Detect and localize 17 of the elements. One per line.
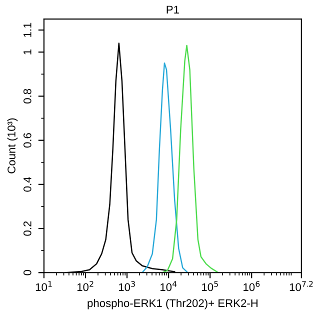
x-tick-label: 10$^{6}$ [244,280,260,292]
y-axis-title: Count (10³) [7,118,18,174]
y-tick-label: 1.1 [24,22,32,37]
x-axis-title: phospho-ERK1 (Thr202)+ ERK2-H [88,298,258,310]
chart-title: P1 [166,6,179,14]
y-tick-label: 1 [24,50,32,54]
x-tick-label: 10$^{4}$ [160,281,177,292]
x-tick-label: 10$^{5}$ [202,281,218,292]
x-tick-label: 10$^{3}$ [118,280,135,292]
y-tick-label: 0.6 [23,133,32,148]
y-tick-label: 0.8 [23,88,32,104]
x-tick-label: 10$^{2}$ [77,280,94,292]
x-tick-label: 10$^{7.2}$ [290,280,313,292]
x-tick-label: 10$^{1}$ [36,281,52,292]
y-tick-label: 0.2 [23,221,32,236]
y-tick-label: 0 [23,270,32,276]
y-tick-label: 0.4 [23,177,32,192]
